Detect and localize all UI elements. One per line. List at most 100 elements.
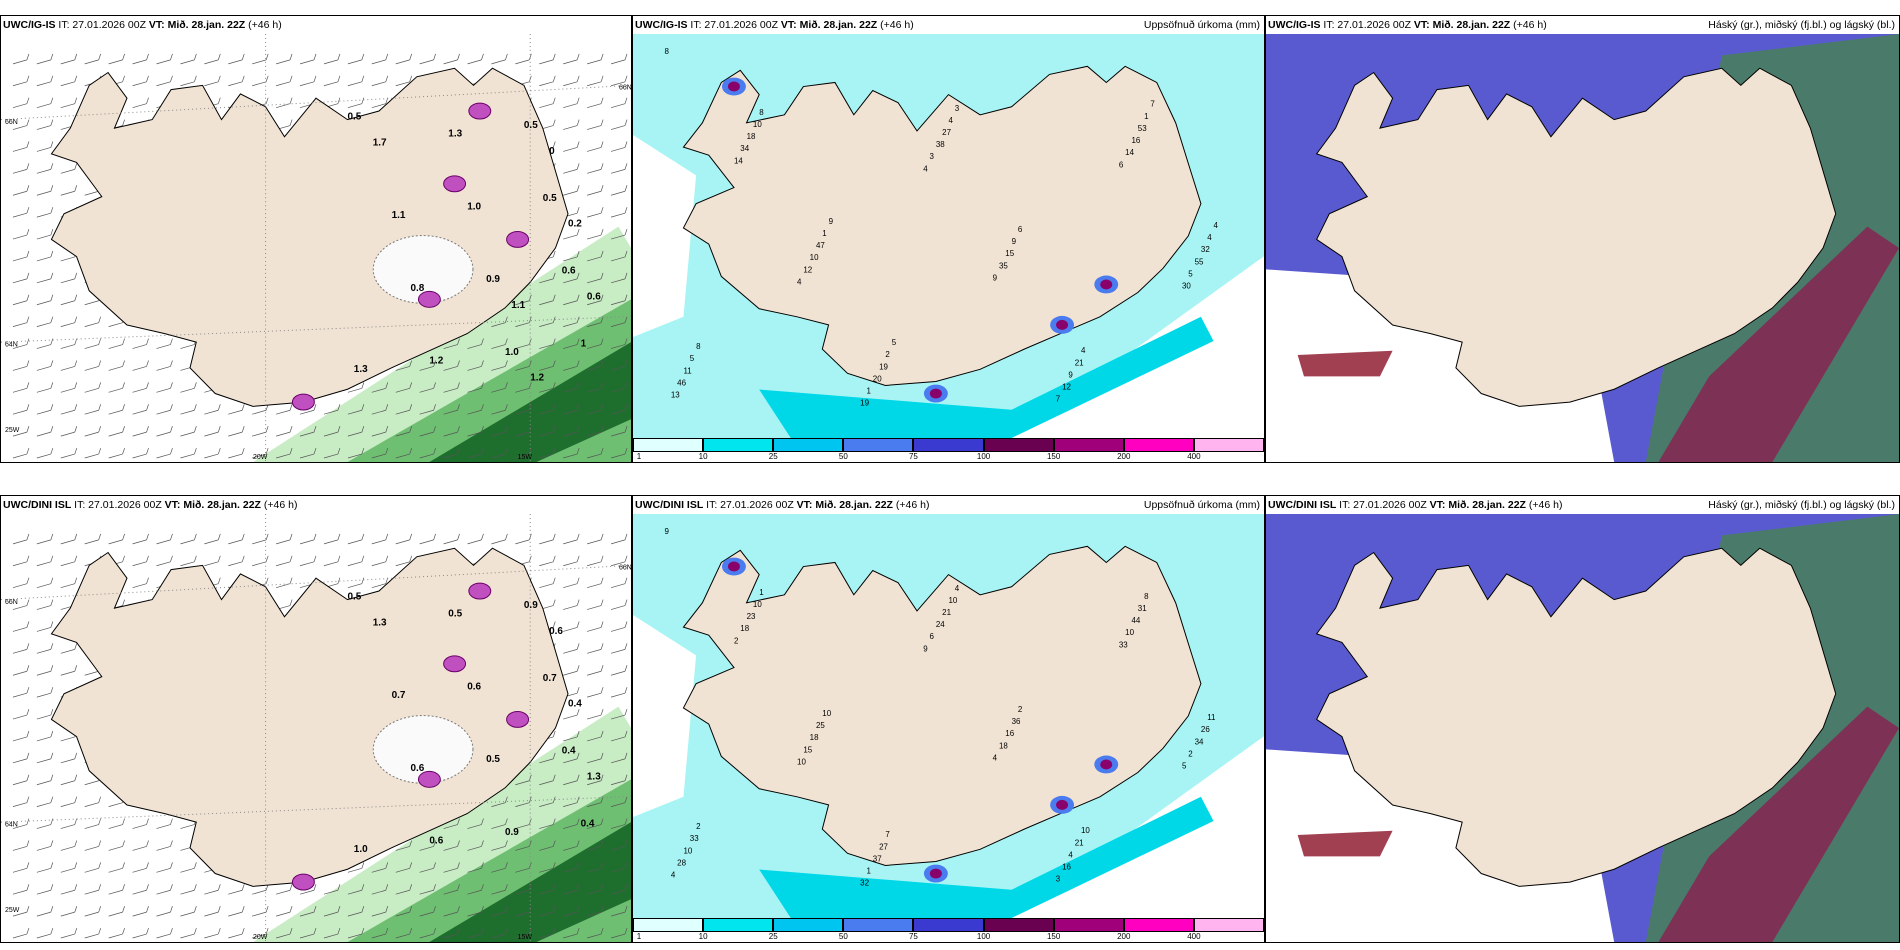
wind-value-label: 0: [549, 146, 555, 157]
lat-label: 64N: [5, 341, 18, 348]
precip-value-label: 4: [1068, 850, 1073, 859]
wind-value-label: 1.3: [587, 771, 601, 782]
precip-value-label: 24: [936, 620, 945, 629]
iceland-land: [50, 547, 569, 887]
wind-value-label: 0.7: [392, 690, 406, 701]
colorbar-tick: 10: [698, 932, 708, 941]
map-area[interactable]: 8 4 30 19 6 4 7 14 9 13 3 5 1 14 12 12 34 35 46 38 55 20 16 10 9…: [633, 34, 1264, 438]
precip-value-label: 14: [1125, 148, 1134, 157]
colorbar-tick: 100: [976, 932, 991, 941]
panel-header: UWC/DINI ISL IT: 27.01.2026 00Z VT: Mið.…: [633, 496, 1264, 514]
precip-value-label: 1: [866, 387, 871, 396]
precip-value-label: 10: [683, 846, 692, 855]
precip-value-label: 33: [1119, 640, 1128, 649]
wind-value-label: 0.9: [486, 274, 500, 285]
panel-parameter: Háský (gr.), miðský (fj.bl.) og lágský (…: [1708, 19, 1895, 31]
colorbar-tick: 10: [698, 452, 708, 461]
wind-value-label: 1.1: [392, 210, 406, 221]
colorbar-tick: 1: [636, 452, 642, 461]
panel-dini-wind: UWC/DINI ISL IT: 27.01.2026 00Z VT: Mið.…: [0, 495, 632, 943]
precip-value-label: 6: [1119, 160, 1124, 169]
panel-ig-is-cloud: UWC/IG-IS IT: 27.01.2026 00Z VT: Mið. 28…: [1265, 15, 1900, 463]
colorbar-segment: [983, 918, 1054, 932]
precip-blob: [443, 655, 467, 673]
colorbar-segment: [1193, 438, 1264, 452]
precip-value-label: 4: [1214, 221, 1219, 230]
precip-value-label: 10: [797, 757, 806, 766]
precip-value-label: 12: [803, 265, 812, 274]
precip-value-label: 5: [1188, 269, 1193, 278]
precip-value-label: 21: [1075, 358, 1084, 367]
precip-value-label: 20: [873, 374, 882, 383]
precip-value-label: 36: [1012, 717, 1021, 726]
precip-value-label: 28: [677, 858, 686, 867]
map-area[interactable]: [1266, 514, 1899, 942]
precip-value-label: 9: [993, 273, 998, 282]
precip-blob: [468, 102, 492, 120]
precip-value-label: 2: [734, 636, 739, 645]
precip-value-label: 32: [1201, 245, 1210, 254]
precip-value-label: 12: [1062, 383, 1071, 392]
wind-value-label: 0.6: [429, 836, 443, 847]
precip-value-label: 55: [1195, 257, 1204, 266]
precip-value-label: 1: [1144, 112, 1149, 121]
iceland-land: [682, 65, 1202, 386]
precip-value-label: 10: [753, 120, 762, 129]
wind-value-label: 1.0: [467, 201, 481, 212]
panel-header: UWC/DINI ISL IT: 27.01.2026 00Z VT: Mið.…: [1266, 496, 1899, 514]
precip-value-label: 4: [993, 753, 998, 762]
precip-value-label: 53: [1138, 124, 1147, 133]
wind-value-label: 0.6: [549, 626, 563, 637]
precip-value-label: 4: [955, 584, 960, 593]
wind-value-label: 0.6: [562, 266, 576, 277]
panel-header: UWC/IG-IS IT: 27.01.2026 00Z VT: Mið. 28…: [3, 19, 282, 31]
map-area[interactable]: 9 9 5 32 33 10 3 2 4 4 6 2 1 10 15 16 18 18 28 24 34 37 44 18 4 2…: [633, 514, 1264, 918]
wind-value-label: 0.4: [568, 699, 582, 710]
colorbar-tick: 200: [1117, 452, 1131, 461]
precip-blob: [291, 393, 315, 411]
panel-ig-is-precip: UWC/IG-IS IT: 27.01.2026 00Z VT: Mið. 28…: [632, 15, 1265, 463]
precip-core-max: [727, 561, 740, 572]
panel-dini-cloud: UWC/DINI ISL IT: 27.01.2026 00Z VT: Mið.…: [1265, 495, 1900, 943]
colorbar-tick: 150: [1046, 452, 1061, 461]
precip-value-label: 10: [822, 709, 831, 718]
precip-value-label: 47: [816, 241, 825, 250]
panel-dini-precip: UWC/DINI ISL IT: 27.01.2026 00Z VT: Mið.…: [632, 495, 1265, 943]
precip-value-label: 23: [747, 612, 756, 621]
colorbar-tick: 400: [1187, 452, 1201, 461]
panel-parameter: Uppsöfnuð úrkoma (mm): [1143, 19, 1260, 31]
precip-value-label: 10: [753, 600, 762, 609]
precip-core-max: [929, 868, 942, 879]
precip-value-label: 5: [1182, 762, 1187, 771]
wind-value-label: 0.5: [448, 609, 462, 620]
iceland-land: [682, 545, 1202, 866]
precip-blob: [468, 582, 492, 600]
precip-value-label: 2: [1188, 749, 1193, 758]
wind-value-label: 0.5: [543, 193, 557, 204]
lat-label: 66N: [5, 599, 18, 606]
precip-value-label: 16: [1062, 863, 1071, 872]
precip-value-label: 7: [1056, 395, 1061, 404]
precip-core-max: [1056, 799, 1069, 810]
map-area[interactable]: [1266, 34, 1899, 462]
wind-value-label: 1.2: [429, 356, 443, 367]
map-area[interactable]: 66N 64N 25W 20W 15W 66N 0.5 0.4 0.4 0.7 0.9 0.9 0.5 0…: [1, 514, 631, 942]
colorbar-segment: [1123, 438, 1194, 452]
precip-value-label: 27: [879, 842, 888, 851]
wind-value-label: 0.5: [524, 120, 538, 131]
precip-value-label: 2: [885, 350, 890, 359]
colorbar-segment: [633, 438, 704, 452]
colorbar-tick: 50: [838, 452, 848, 461]
precip-value-label: 33: [690, 834, 699, 843]
wind-value-label: 0.4: [581, 818, 595, 829]
wind-value-label: 0.8: [411, 283, 425, 294]
colorbar-segment: [913, 918, 984, 932]
wind-value-label: 1.3: [448, 129, 462, 140]
low-cloud: [1658, 706, 1899, 942]
precip-value-label: 4: [1207, 233, 1212, 242]
map-area[interactable]: 66N 64N 25W 20W 15W 66N 0.5 1 0.6 0.5 0.5 1.0 0.9 1.0…: [1, 34, 631, 462]
precip-value-label: 30: [1182, 282, 1191, 291]
precip-core-max: [1056, 319, 1069, 330]
colorbar-segment: [1123, 918, 1194, 932]
precip-value-label: 8: [665, 47, 670, 56]
